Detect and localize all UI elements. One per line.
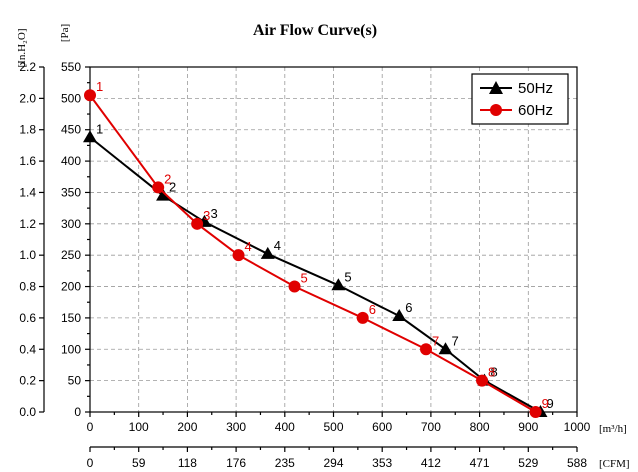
data-point bbox=[331, 278, 346, 291]
data-point bbox=[191, 217, 204, 230]
legend-label-60hz: 60Hz bbox=[518, 102, 553, 119]
x-tick-label: 900 bbox=[518, 420, 538, 434]
point-label: 4 bbox=[274, 238, 281, 253]
y2-tick-label: 0.2 bbox=[19, 374, 36, 388]
y2-tick-label: 0.6 bbox=[19, 311, 36, 325]
x2-tick-label: 353 bbox=[372, 456, 392, 470]
data-point bbox=[152, 181, 165, 194]
x-tick-label: 300 bbox=[226, 420, 246, 434]
point-label: 8 bbox=[490, 365, 497, 380]
point-label: 5 bbox=[344, 269, 351, 284]
point-label: 3 bbox=[203, 208, 210, 223]
data-point bbox=[420, 343, 433, 356]
series-50hz: 1 2 3 4 5 6 7 8 9 bbox=[83, 121, 554, 417]
y-tick-label: 0 bbox=[74, 405, 81, 419]
y-tick-label: 150 bbox=[61, 311, 81, 325]
y-primary-unit: [Pa] bbox=[59, 24, 71, 42]
point-label: 6 bbox=[405, 300, 412, 315]
point-label: 3 bbox=[210, 206, 217, 221]
point-label: 1 bbox=[96, 121, 103, 136]
y2-tick-label: 1.0 bbox=[19, 248, 36, 262]
y2-tick-label: 2.0 bbox=[19, 91, 36, 105]
x-tick-label: 700 bbox=[421, 420, 441, 434]
y2-tick-label: 1.6 bbox=[19, 154, 36, 168]
y-tick-label: 550 bbox=[61, 60, 81, 74]
point-label: 9 bbox=[542, 396, 549, 411]
x-tick-label: 100 bbox=[129, 420, 149, 434]
data-point bbox=[232, 249, 245, 262]
x-tick-label: 500 bbox=[323, 420, 343, 434]
y-tick-label: 400 bbox=[61, 154, 81, 168]
point-label: 6 bbox=[369, 302, 376, 317]
series-60hz: 1 2 3 4 5 6 7 8 9 bbox=[84, 79, 549, 418]
data-point bbox=[84, 89, 96, 102]
legend: 50Hz 60Hz bbox=[471, 73, 569, 125]
data-point bbox=[156, 188, 171, 201]
x2-tick-label: 118 bbox=[178, 456, 197, 470]
point-label: 2 bbox=[164, 171, 171, 186]
y2-tick-label: 1.4 bbox=[19, 185, 36, 199]
data-point bbox=[476, 374, 489, 387]
legend-label-50hz: 50Hz bbox=[518, 80, 553, 97]
point-label: 1 bbox=[96, 79, 103, 94]
x-tick-label: 400 bbox=[275, 420, 295, 434]
y2-tick-label: 0.0 bbox=[19, 405, 36, 419]
chart-title: Air Flow Curve(s) bbox=[253, 22, 377, 39]
y-tick-label: 500 bbox=[61, 91, 81, 105]
x2-tick-label: 0 bbox=[87, 456, 94, 470]
y2-tick-label: 0.8 bbox=[19, 280, 36, 294]
point-label: 2 bbox=[169, 180, 176, 195]
x-primary-unit: [m³/h] bbox=[599, 423, 627, 435]
data-point bbox=[83, 130, 97, 143]
y2-tick-label: 0.4 bbox=[19, 342, 36, 356]
y-secondary-unit: [In.H₂O] bbox=[16, 29, 28, 68]
x-tick-label: 1000 bbox=[564, 420, 591, 434]
x2-tick-label: 294 bbox=[323, 456, 343, 470]
x-secondary-unit: [CFM] bbox=[599, 458, 630, 470]
data-point bbox=[260, 246, 275, 259]
x2-tick-label: 412 bbox=[421, 456, 441, 470]
x2-tick-label: 59 bbox=[132, 456, 146, 470]
data-point bbox=[288, 280, 301, 293]
y-tick-label: 50 bbox=[68, 374, 82, 388]
legend-marker-circle-icon bbox=[490, 104, 502, 116]
x-tick-label: 200 bbox=[177, 420, 197, 434]
x-tick-label: 800 bbox=[470, 420, 490, 434]
axes bbox=[39, 66, 578, 452]
x-tick-label: 0 bbox=[87, 420, 94, 434]
y2-tick-label: 2.2 bbox=[19, 60, 36, 74]
legend-marker-triangle-icon bbox=[489, 81, 503, 94]
point-label: 9 bbox=[546, 396, 553, 411]
x-tick-label: 600 bbox=[372, 420, 392, 434]
y-tick-label: 100 bbox=[61, 342, 81, 356]
y2-tick-label: 1.8 bbox=[19, 123, 36, 137]
point-label: 4 bbox=[245, 239, 252, 254]
y-tick-label: 300 bbox=[61, 217, 81, 231]
y-tick-label: 200 bbox=[61, 280, 81, 294]
y-tick-label: 250 bbox=[61, 248, 81, 262]
data-point bbox=[529, 406, 542, 418]
x2-tick-label: 529 bbox=[518, 456, 538, 470]
point-label: 7 bbox=[432, 333, 439, 348]
y2-tick-label: 1.2 bbox=[19, 217, 36, 231]
x2-tick-label: 588 bbox=[567, 456, 587, 470]
legend-box bbox=[471, 73, 569, 125]
series-line bbox=[89, 94, 537, 413]
point-label: 7 bbox=[452, 333, 459, 348]
data-point bbox=[438, 342, 453, 355]
data-point bbox=[356, 311, 369, 324]
x2-tick-label: 471 bbox=[470, 456, 490, 470]
point-label: 8 bbox=[488, 365, 495, 380]
y-tick-label: 450 bbox=[61, 123, 81, 137]
x2-tick-label: 176 bbox=[226, 456, 246, 470]
point-label: 5 bbox=[301, 271, 308, 286]
y-tick-label: 350 bbox=[61, 185, 81, 199]
x2-tick-label: 235 bbox=[275, 456, 295, 470]
data-point bbox=[392, 309, 407, 322]
series-line bbox=[89, 136, 541, 413]
